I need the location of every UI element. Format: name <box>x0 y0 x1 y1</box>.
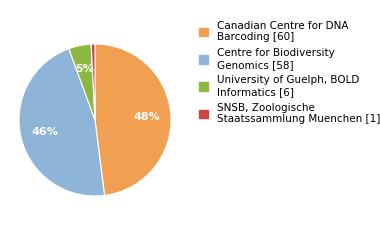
Text: 46%: 46% <box>31 127 58 137</box>
Wedge shape <box>69 44 95 120</box>
Wedge shape <box>95 44 171 195</box>
Wedge shape <box>91 44 95 120</box>
Wedge shape <box>19 49 105 196</box>
Text: 48%: 48% <box>133 112 160 122</box>
Text: 5%: 5% <box>75 64 94 74</box>
Legend: Canadian Centre for DNA
Barcoding [60], Centre for Biodiversity
Genomics [58], U: Canadian Centre for DNA Barcoding [60], … <box>199 21 380 124</box>
